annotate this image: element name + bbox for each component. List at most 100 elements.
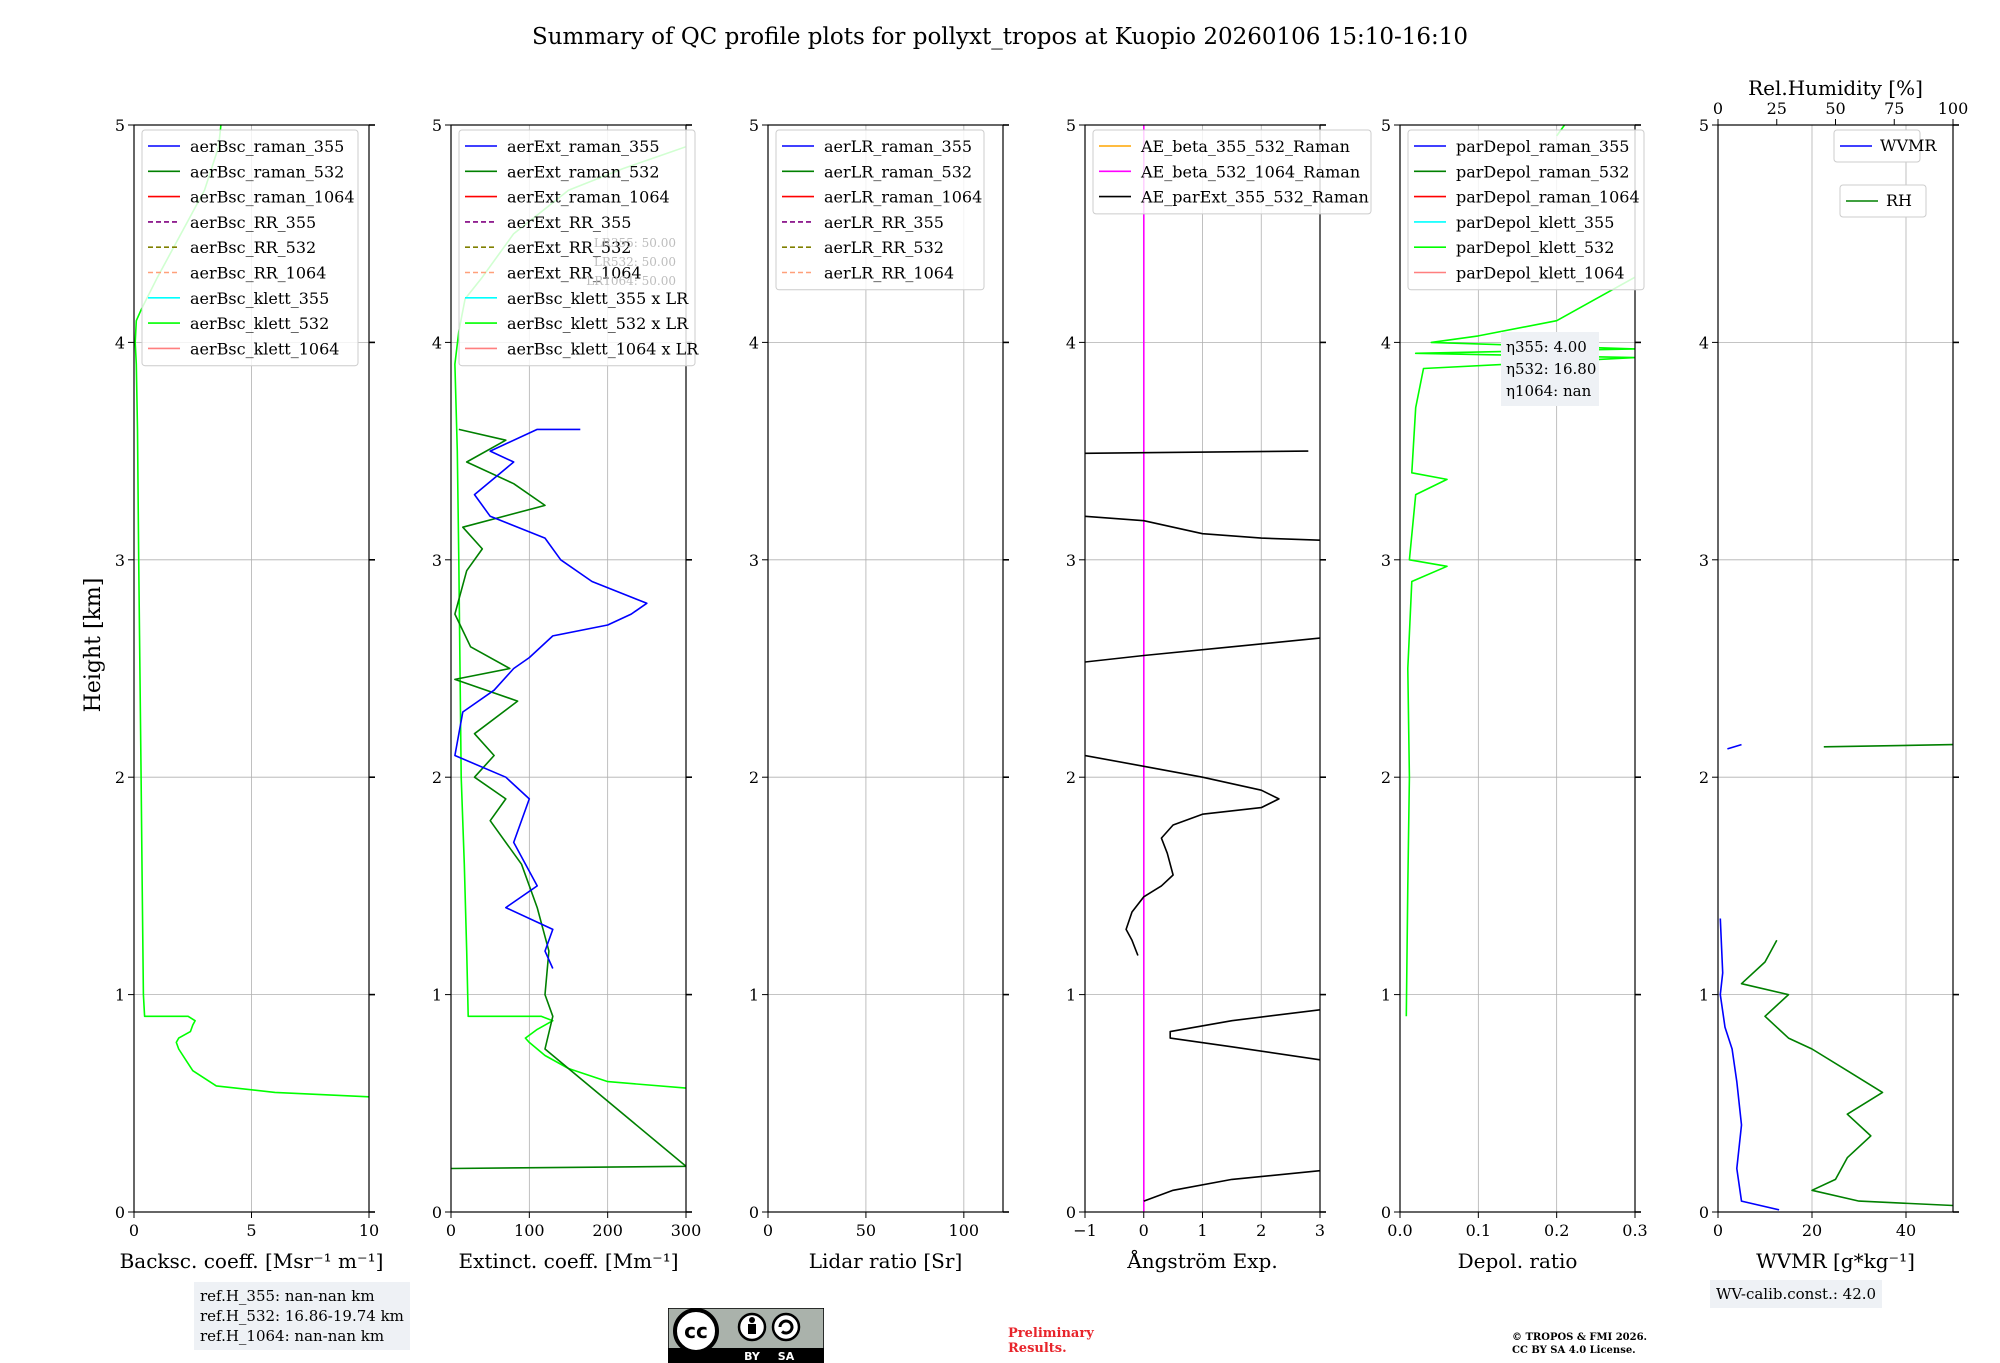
legend-label: aerExt_raman_1064 — [507, 188, 670, 207]
preliminary-line-1: Preliminary — [1008, 1326, 1094, 1341]
series-line-AE_parExt_355_532_Raman — [1085, 754, 1280, 956]
by-label: BY — [744, 1350, 761, 1363]
y-tick-label: 5 — [1381, 116, 1391, 135]
legend-label: aerBsc_RR_532 — [190, 238, 316, 257]
panel-depol: 0.0 0.1 0.2 0.3 0 1 2 3 4 5 Depol. ratio parDepol_r… — [1381, 116, 1648, 1273]
preliminary-line-2: Results. — [1008, 1341, 1067, 1356]
legend-label: aerLR_raman_355 — [824, 137, 972, 156]
axes-frame — [1399, 124, 1636, 1213]
x-tick-label: 10 — [359, 1221, 379, 1240]
y-tick-label: 0 — [749, 1203, 759, 1222]
legend-box — [1092, 129, 1372, 215]
legend-label: parDepol_klett_532 — [1456, 238, 1614, 257]
legend-label: aerExt_RR_355 — [507, 213, 631, 232]
y-tick-label: 2 — [115, 768, 125, 787]
y-tick-label: 4 — [1066, 333, 1076, 352]
legend-label: aerBsc_RR_1064 — [190, 264, 326, 283]
eta-note: η532: 16.80 — [1506, 360, 1596, 378]
legend: parDepol_raman_355 parDepol_raman_532 parD… — [1407, 129, 1645, 291]
series-line-WVMR — [1727, 743, 1742, 750]
series-line-aerExt_raman_355 — [454, 428, 648, 969]
copyright-line-2: CC BY SA 4.0 License. — [1512, 1345, 1636, 1356]
y-tick-label: 5 — [432, 116, 442, 135]
x-axis-label: Backsc. coeff. [Msr⁻¹ m⁻¹] — [120, 1249, 384, 1273]
y-tick-label: 2 — [1699, 768, 1709, 787]
x-axis-label: Lidar ratio [Sr] — [809, 1249, 963, 1273]
x-tick-label: 3 — [1315, 1221, 1325, 1240]
legend-label: aerBsc_klett_355 x LR — [507, 289, 689, 308]
x-tick-label: 0 — [446, 1221, 456, 1240]
series-line-aerExt_raman_532 — [451, 428, 686, 1170]
y-tick-label: 1 — [749, 986, 759, 1005]
x-tick-label: 2 — [1256, 1221, 1266, 1240]
y-tick-label: 1 — [1066, 986, 1076, 1005]
legend-box — [1839, 184, 1927, 218]
top-x-tick-label: 25 — [1767, 99, 1787, 118]
x-tick-label: 100 — [949, 1221, 980, 1240]
legend-box — [1833, 129, 1921, 163]
axes-frame — [1717, 124, 1954, 1213]
top-x-axis-label: Rel.Humidity [%] — [1748, 76, 1923, 100]
y-tick-label: 3 — [1066, 551, 1076, 570]
legend-label: aerLR_raman_1064 — [824, 188, 982, 207]
eta-note: η1064: nan — [1506, 382, 1592, 400]
legend-label: aerBsc_klett_355 — [190, 289, 329, 308]
lidar-ratio-note: LR532: 50.00 — [594, 255, 676, 269]
ref-height-1064: ref.H_1064: nan-nan km — [200, 1327, 385, 1345]
legend-label: aerBsc_klett_1064 x LR — [507, 339, 699, 358]
lidar-ratio-note: LR1064: 50.00 — [586, 274, 676, 288]
y-tick-label: 0 — [1699, 1203, 1709, 1222]
legend-label: aerBsc_RR_355 — [190, 213, 316, 232]
legend: AE_beta_355_532_Raman AE_beta_532_1064_Ra… — [1092, 129, 1372, 215]
x-axis-label: Ångström Exp. — [1126, 1248, 1277, 1273]
x-axis-label: Extinct. coeff. [Mm⁻¹] — [458, 1249, 678, 1273]
figure-title: Summary of QC profile plots for pollyxt_… — [532, 24, 1468, 50]
legend-label: aerBsc_raman_532 — [190, 162, 344, 181]
cc-logo-icon — [673, 1308, 719, 1354]
panel-lidar_ratio: 0 50 100 0 1 2 3 4 5 Lidar ratio [Sr] aerLR_raman_… — [749, 116, 1009, 1273]
legend-label: aerExt_RR_1064 — [507, 264, 642, 283]
y-tick-label: 4 — [1381, 333, 1391, 352]
x-tick-label: 0.0 — [1387, 1221, 1412, 1240]
eta-note: η355: 4.00 — [1506, 338, 1587, 356]
y-tick-label: 5 — [115, 116, 125, 135]
legend-label: aerBsc_raman_355 — [190, 137, 344, 156]
y-tick-label: 4 — [1699, 333, 1709, 352]
legend-label: aerExt_raman_355 — [507, 137, 660, 156]
ref-height-box: ref.H_355: nan-nan km ref.H_532: 16.86-1… — [194, 1282, 410, 1350]
legend-label: AE_beta_532_1064_Raman — [1140, 162, 1360, 181]
legend-box — [458, 129, 696, 367]
top-x-tick-label: 0 — [1713, 99, 1723, 118]
x-tick-label: 0 — [129, 1221, 139, 1240]
y-tick-label: 3 — [1699, 551, 1709, 570]
legend-label: aerBsc_klett_532 x LR — [507, 314, 689, 333]
x-tick-label: 200 — [592, 1221, 623, 1240]
legend-label: aerExt_RR_532 — [507, 238, 631, 257]
legend-RH: RH — [1839, 184, 1927, 218]
cc-by-sa-badge: cc BY SA — [668, 1308, 824, 1363]
legend-label: RH — [1886, 191, 1912, 210]
axes-frame — [767, 124, 1004, 1213]
legend-label: aerLR_RR_532 — [824, 238, 944, 257]
y-tick-label: 2 — [1381, 768, 1391, 787]
y-tick-label: 1 — [115, 986, 125, 1005]
x-tick-label: 20 — [1802, 1221, 1822, 1240]
y-tick-label: 2 — [1066, 768, 1076, 787]
y-tick-label: 4 — [115, 333, 125, 352]
ref-height-355: ref.H_355: nan-nan km — [200, 1287, 375, 1305]
series-line-AE_parExt_355_532_Raman — [1085, 515, 1320, 541]
legend-label: AE_beta_355_532_Raman — [1140, 137, 1350, 156]
x-tick-label: 50 — [856, 1221, 876, 1240]
y-tick-label: 5 — [749, 116, 759, 135]
series-group — [1719, 743, 1953, 1211]
y-tick-label: 3 — [115, 551, 125, 570]
x-axis-label: WVMR [g*kg⁻¹] — [1756, 1249, 1915, 1273]
legend-label: aerExt_raman_532 — [507, 162, 660, 181]
y-tick-label: 0 — [1066, 1203, 1076, 1222]
legend-label: WVMR — [1880, 136, 1937, 155]
y-axis-label: Height [km] — [81, 578, 106, 713]
series-line-AE_parExt_355_532_Raman — [1085, 450, 1309, 455]
top-x-tick-label: 50 — [1825, 99, 1845, 118]
